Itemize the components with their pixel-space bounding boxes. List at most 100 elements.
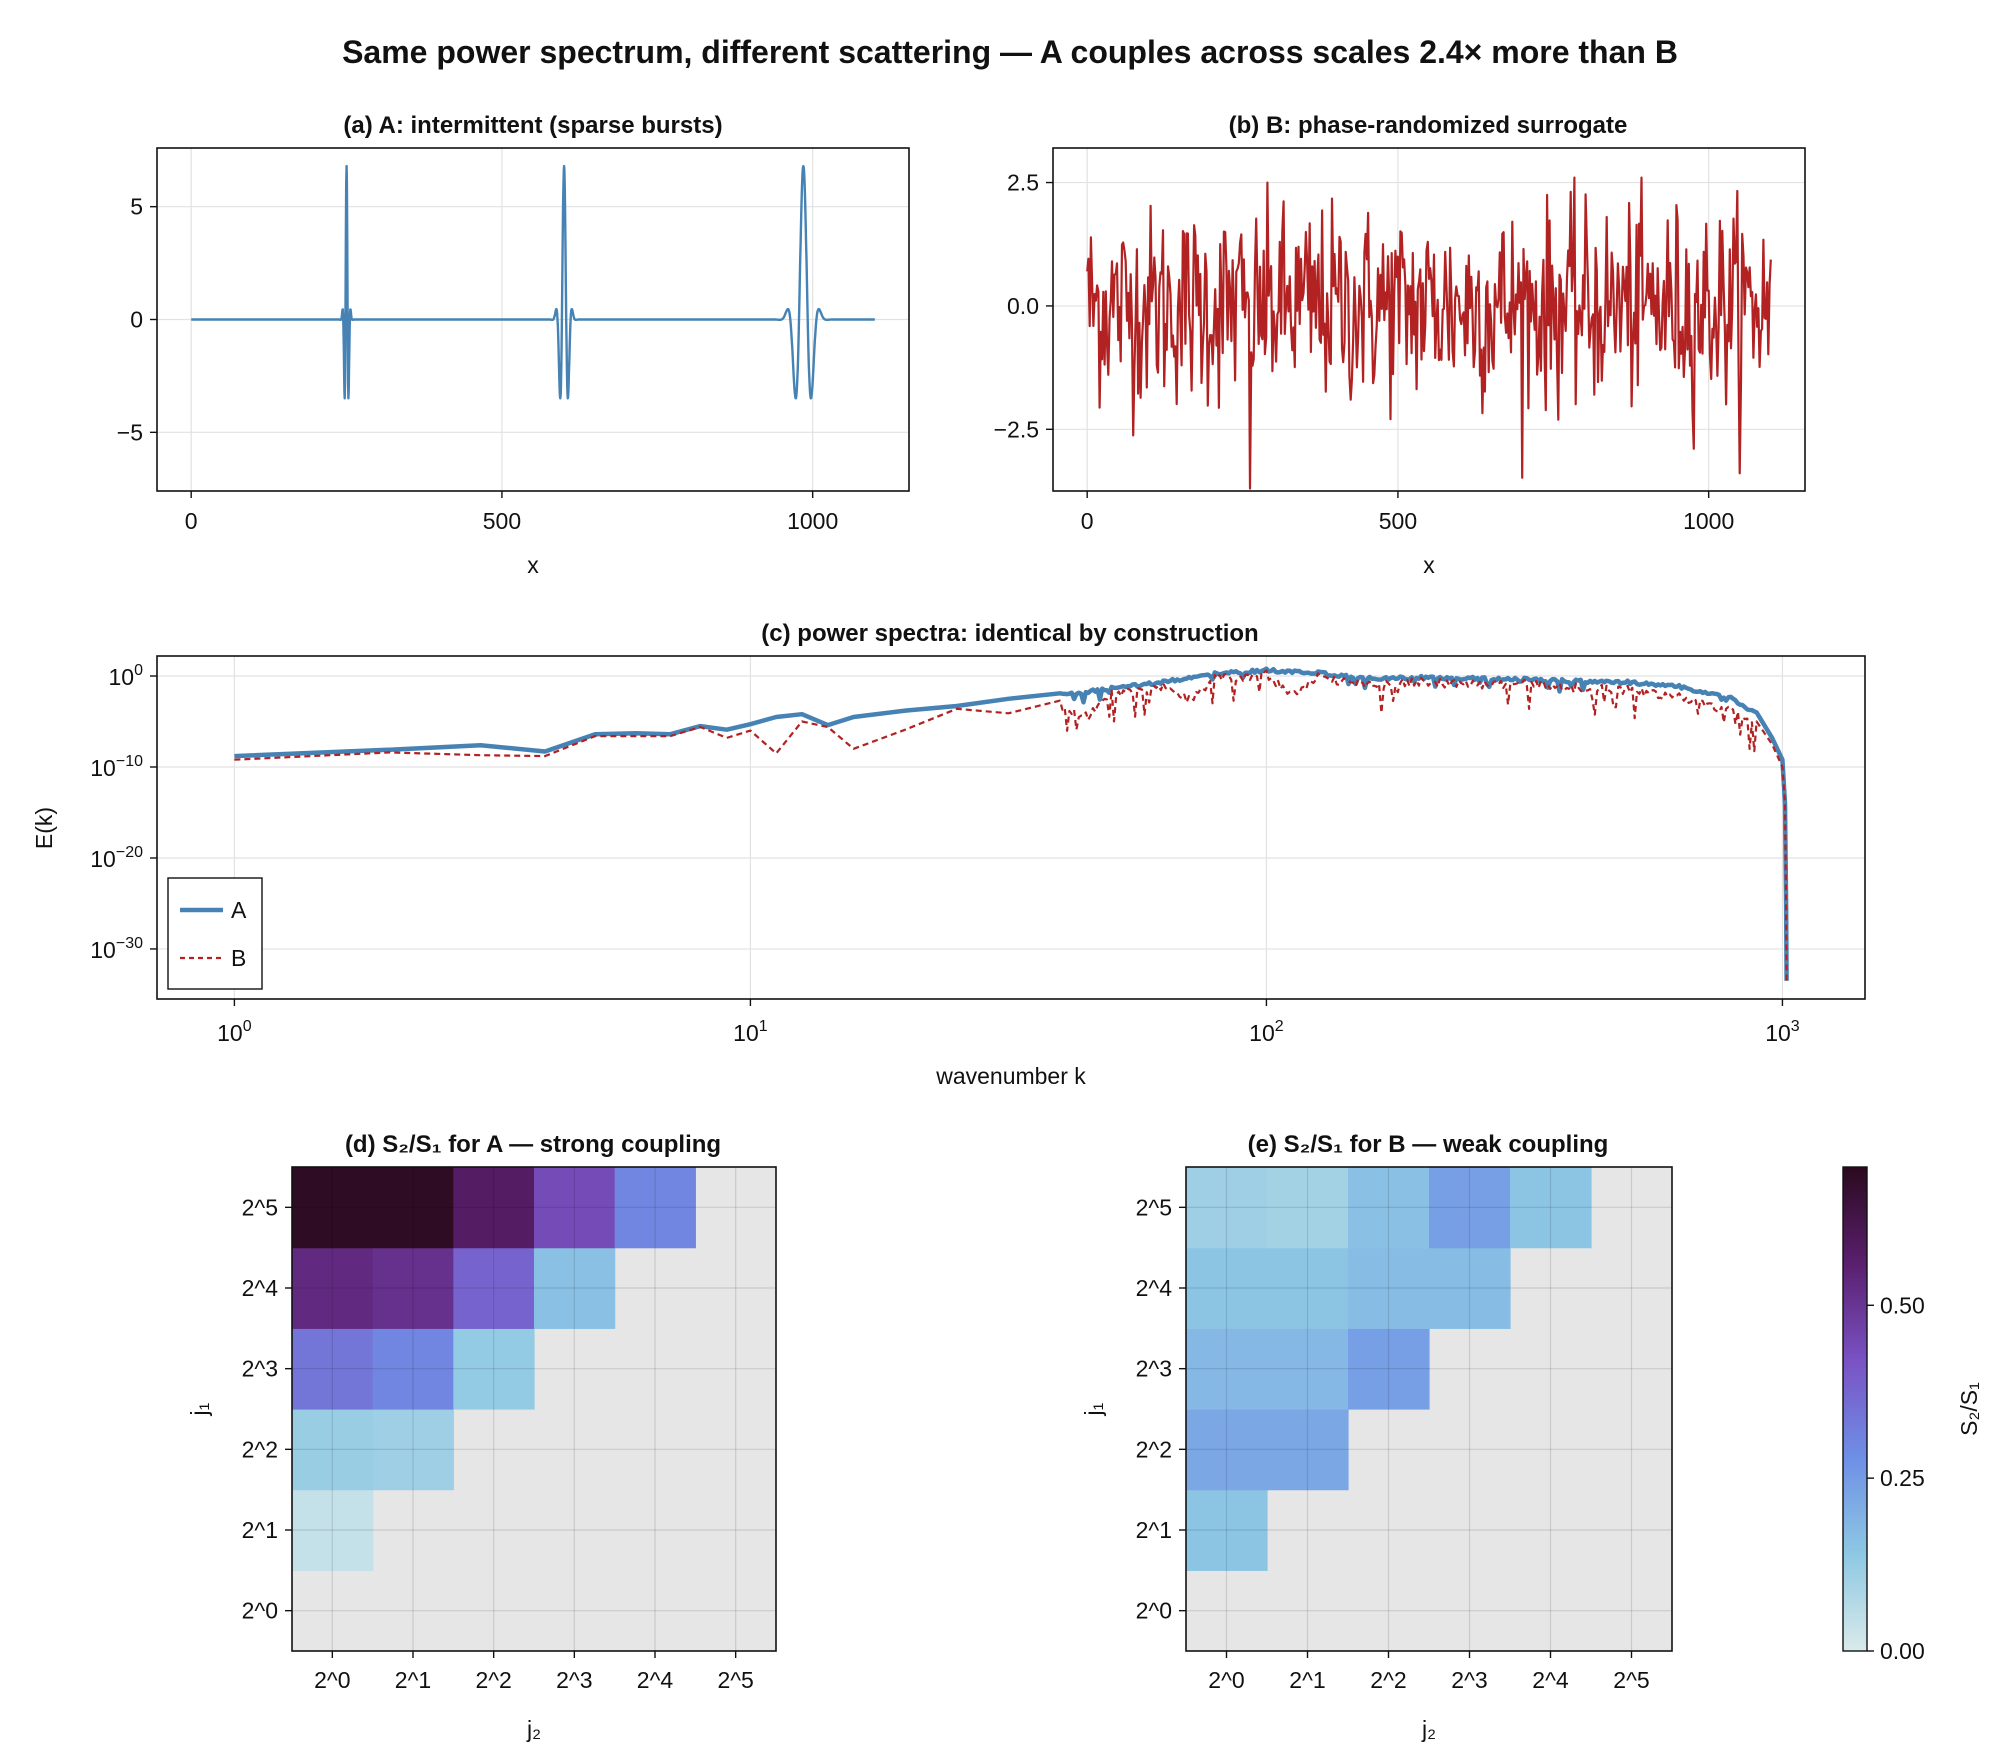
heatmap-cell xyxy=(453,1328,535,1410)
x-tick-label: 2^2 xyxy=(475,1667,511,1693)
heatmap-cell xyxy=(1186,1489,1268,1571)
x-tick-label: 101 xyxy=(733,1018,768,1046)
legend-b-label: B xyxy=(231,945,246,971)
heatmap-cell xyxy=(1429,1247,1511,1329)
series-b-line xyxy=(1086,176,1772,490)
y-tick-label: 10−20 xyxy=(90,844,143,872)
heatmap-cell xyxy=(292,1328,374,1410)
panel-b-ticks: 0 500 1000 −2.5 0.0 2.5 xyxy=(994,170,1735,534)
panel-d-xlabel: j₂ xyxy=(526,1716,541,1742)
panel-c-ylabel: E(k) xyxy=(31,807,57,849)
y-tick-label: 10−10 xyxy=(90,753,143,781)
heatmap-cell xyxy=(1186,1167,1268,1249)
heatmap-cell xyxy=(534,1167,616,1249)
colorbar-tick-label: 0.00 xyxy=(1880,1638,1925,1664)
x-tick-label: 103 xyxy=(1765,1018,1800,1046)
x-tick-label: 2^4 xyxy=(1532,1667,1569,1693)
panel-e-grid xyxy=(1186,1167,1672,1651)
heatmap-cell xyxy=(292,1247,374,1329)
heatmap-cell xyxy=(1186,1247,1268,1329)
heatmap-cell xyxy=(372,1167,454,1249)
x-tick-label: 1000 xyxy=(1683,508,1734,534)
y-tick-label: 2.5 xyxy=(1007,170,1039,196)
panel-a-xlabel: x xyxy=(527,552,539,578)
heatmap-cell xyxy=(453,1167,535,1249)
x-tick-label: 1000 xyxy=(787,508,838,534)
x-tick-label: 2^0 xyxy=(1208,1667,1244,1693)
panel-d-ticks: 2^0 2^0 2^1 2^1 2^2 2^2 2^3 2^3 2^4 2^4 2^5 2^5 xyxy=(242,1194,754,1693)
colorbar-ticks: 0.00 0.25 0.50 xyxy=(1867,1292,1925,1664)
heatmap-cell xyxy=(292,1489,374,1571)
panel-d-title: (d) S₂/S₁ for A — strong coupling xyxy=(345,1131,721,1158)
heatmap-cell xyxy=(292,1409,374,1491)
panel-e-cells xyxy=(1186,1167,1672,1651)
y-tick-label: 2^5 xyxy=(242,1194,278,1220)
y-tick-label: 2^0 xyxy=(242,1598,278,1624)
y-tick-label: 2^3 xyxy=(242,1356,278,1382)
y-tick-label: −2.5 xyxy=(994,416,1039,442)
panel-e-xlabel: j₂ xyxy=(1421,1716,1436,1742)
heatmap-cell xyxy=(1267,1328,1349,1410)
y-tick-label: 0.0 xyxy=(1007,293,1039,319)
legend-frame xyxy=(167,877,263,990)
x-tick-label: 2^5 xyxy=(1613,1667,1649,1693)
x-tick-label: 2^3 xyxy=(556,1667,592,1693)
panel-c-frame xyxy=(156,655,1866,1000)
heatmap-cell xyxy=(372,1247,454,1329)
heatmap-cell xyxy=(372,1328,454,1410)
series-b-spectrum xyxy=(234,669,1788,981)
series-a-line xyxy=(190,164,876,400)
x-tick-label: 2^5 xyxy=(717,1667,753,1693)
y-tick-label: −5 xyxy=(117,419,143,445)
x-tick-label: 2^4 xyxy=(637,1667,674,1693)
colorbar-gradient xyxy=(1842,1166,1868,1652)
x-tick-label: 2^1 xyxy=(1289,1667,1325,1693)
x-tick-label: 2^3 xyxy=(1451,1667,1487,1693)
x-tick-label: 102 xyxy=(1249,1018,1284,1046)
heatmap-cell xyxy=(1267,1247,1349,1329)
legend-a-label: A xyxy=(231,897,247,923)
y-tick-label: 100 xyxy=(109,662,144,690)
panel-c-xlabel: wavenumber k xyxy=(935,1063,1086,1089)
panel-a-title: (a) A: intermittent (sparse bursts) xyxy=(343,112,722,139)
colorbar-tick-label: 0.25 xyxy=(1880,1465,1925,1491)
colorbar-label: S₂/S₁ xyxy=(1956,1382,1982,1436)
panel-b-plot xyxy=(1086,176,1772,490)
heatmap-cell xyxy=(1510,1167,1592,1249)
heatmap-cell xyxy=(1348,1247,1430,1329)
y-tick-label: 2^0 xyxy=(1136,1598,1172,1624)
panel-c-legend: A B xyxy=(167,877,263,990)
x-tick-label: 500 xyxy=(1379,508,1417,534)
x-tick-label: 2^2 xyxy=(1370,1667,1406,1693)
x-tick-label: 0 xyxy=(185,508,198,534)
panel-e-ylabel: j₁ xyxy=(1080,1402,1106,1416)
heatmap-cell xyxy=(1186,1328,1268,1410)
y-tick-label: 2^2 xyxy=(1136,1436,1172,1462)
panel-c-grid xyxy=(157,656,1865,999)
heatmap-cell xyxy=(1348,1328,1430,1410)
panel-e-frame xyxy=(1185,1166,1673,1652)
panel-b-frame xyxy=(1052,147,1806,492)
panel-a: (a) A: intermittent (sparse bursts) 0 500… xyxy=(117,112,910,578)
heatmap-cell xyxy=(1429,1167,1511,1249)
x-tick-label: 2^0 xyxy=(314,1667,350,1693)
panel-c: (c) power spectra: identical by construc… xyxy=(31,620,1866,1089)
heatmap-cell xyxy=(453,1247,535,1329)
y-tick-label: 2^4 xyxy=(242,1275,279,1301)
colorbar: 0.00 0.25 0.50 S₂/S₁ xyxy=(1842,1166,1982,1664)
heatmap-cell xyxy=(1348,1167,1430,1249)
heatmap-cell xyxy=(1267,1409,1349,1491)
y-tick-label: 2^2 xyxy=(242,1436,278,1462)
heatmap-cell xyxy=(614,1167,696,1249)
y-tick-label: 0 xyxy=(130,307,143,333)
heatmap-cell xyxy=(292,1167,374,1249)
colorbar-tick-label: 0.50 xyxy=(1880,1292,1925,1318)
panel-e: (e) S₂/S₁ for B — weak coupling 2^02^02^… xyxy=(1080,1131,1673,1742)
x-tick-label: 0 xyxy=(1081,508,1094,534)
panel-b: (b) B: phase-randomized surrogate 0 500 10… xyxy=(994,112,1806,578)
y-tick-label: 2^4 xyxy=(1136,1275,1173,1301)
series-a-spectrum xyxy=(234,666,1789,981)
panel-d-cells xyxy=(292,1167,776,1651)
figure-title: Same power spectrum, different scatterin… xyxy=(342,34,1678,70)
